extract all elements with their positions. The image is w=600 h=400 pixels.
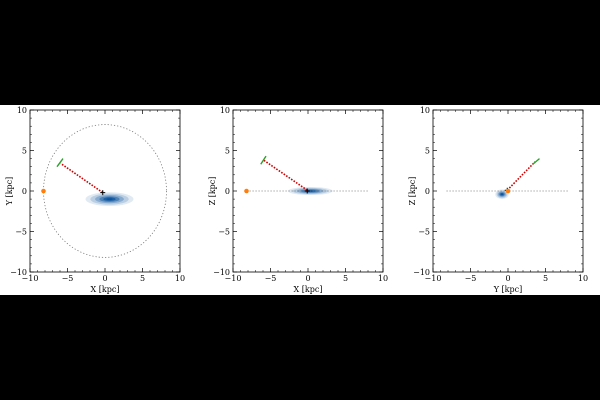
figure-panel: −10 −10 −5 −5 0 0 5 5 10 10 X [kpc] Y [kpc] −10 −10 −5… [0, 105, 600, 295]
y-axis-label: Z [kpc] [408, 177, 417, 206]
green-segment [56, 158, 64, 168]
x-axis-label: X [kpc] [91, 285, 120, 294]
green-segment [532, 158, 540, 165]
y-tick-label: 5 [22, 147, 27, 156]
object-marker [100, 190, 106, 196]
y-tick-label: 5 [225, 147, 230, 156]
object-marker [304, 188, 310, 194]
x-tick-label: 10 [175, 274, 185, 283]
density-contour [106, 198, 113, 200]
x-tick-label: 5 [543, 274, 548, 283]
y-tick-label: −10 [213, 268, 230, 277]
x-tick-label: 5 [140, 274, 145, 283]
y-tick-label: −10 [413, 268, 430, 277]
x-tick-label: −5 [62, 274, 74, 283]
y-tick-label: 0 [22, 187, 27, 196]
sun-marker [505, 188, 511, 194]
y-tick-label: −5 [218, 228, 230, 237]
y-tick-label: −5 [418, 228, 430, 237]
y-tick-label: 0 [425, 187, 430, 196]
green-segment [260, 155, 267, 165]
sun-marker [41, 188, 46, 194]
x-tick-label: 5 [343, 274, 348, 283]
y-axis-label: Z [kpc] [208, 177, 217, 206]
x-axis-label: X [kpc] [294, 285, 323, 294]
reference-circle [43, 124, 167, 258]
y-tick-label: 10 [420, 106, 430, 115]
x-tick-label: 10 [378, 274, 388, 283]
chart-panel-1: −10−10 −5 −5 0 0 5 5 10 10 X [kpc] Y [kpc] [5, 106, 185, 294]
y-tick-label: 0 [225, 187, 230, 196]
y-tick-label: 10 [17, 106, 27, 115]
orbit-track [60, 162, 104, 194]
x-tick-label: −10 [425, 274, 442, 283]
y-tick-label: −10 [10, 268, 27, 277]
x-tick-label: 10 [578, 274, 588, 283]
y-tick-label: 10 [220, 106, 230, 115]
x-tick-label: 0 [305, 274, 310, 283]
chart-panel-2: −10−10 −5 −5 0 0 5 5 10 10 X [kpc] Z [kpc] [208, 106, 388, 294]
x-tick-label: −5 [265, 274, 277, 283]
x-axis-label: Y [kpc] [493, 285, 523, 294]
x-tick-label: 0 [102, 274, 107, 283]
y-axis-label: Y [kpc] [5, 177, 14, 207]
x-tick-label: −10 [22, 274, 39, 283]
y-tick-label: −5 [15, 228, 27, 237]
x-tick-label: 0 [505, 274, 510, 283]
sun-marker [244, 188, 249, 194]
axes-frame [29, 109, 181, 273]
density-contour [501, 193, 503, 195]
x-tick-label: −5 [465, 274, 477, 283]
y-tick-label: 5 [425, 147, 430, 156]
chart-panel-3: −10−10 −5 −5 0 0 5 5 10 10 Y [kpc] Z [kpc] [408, 106, 588, 294]
orbit-track [506, 161, 536, 191]
x-tick-label: −10 [225, 274, 242, 283]
orbit-track [263, 159, 308, 191]
